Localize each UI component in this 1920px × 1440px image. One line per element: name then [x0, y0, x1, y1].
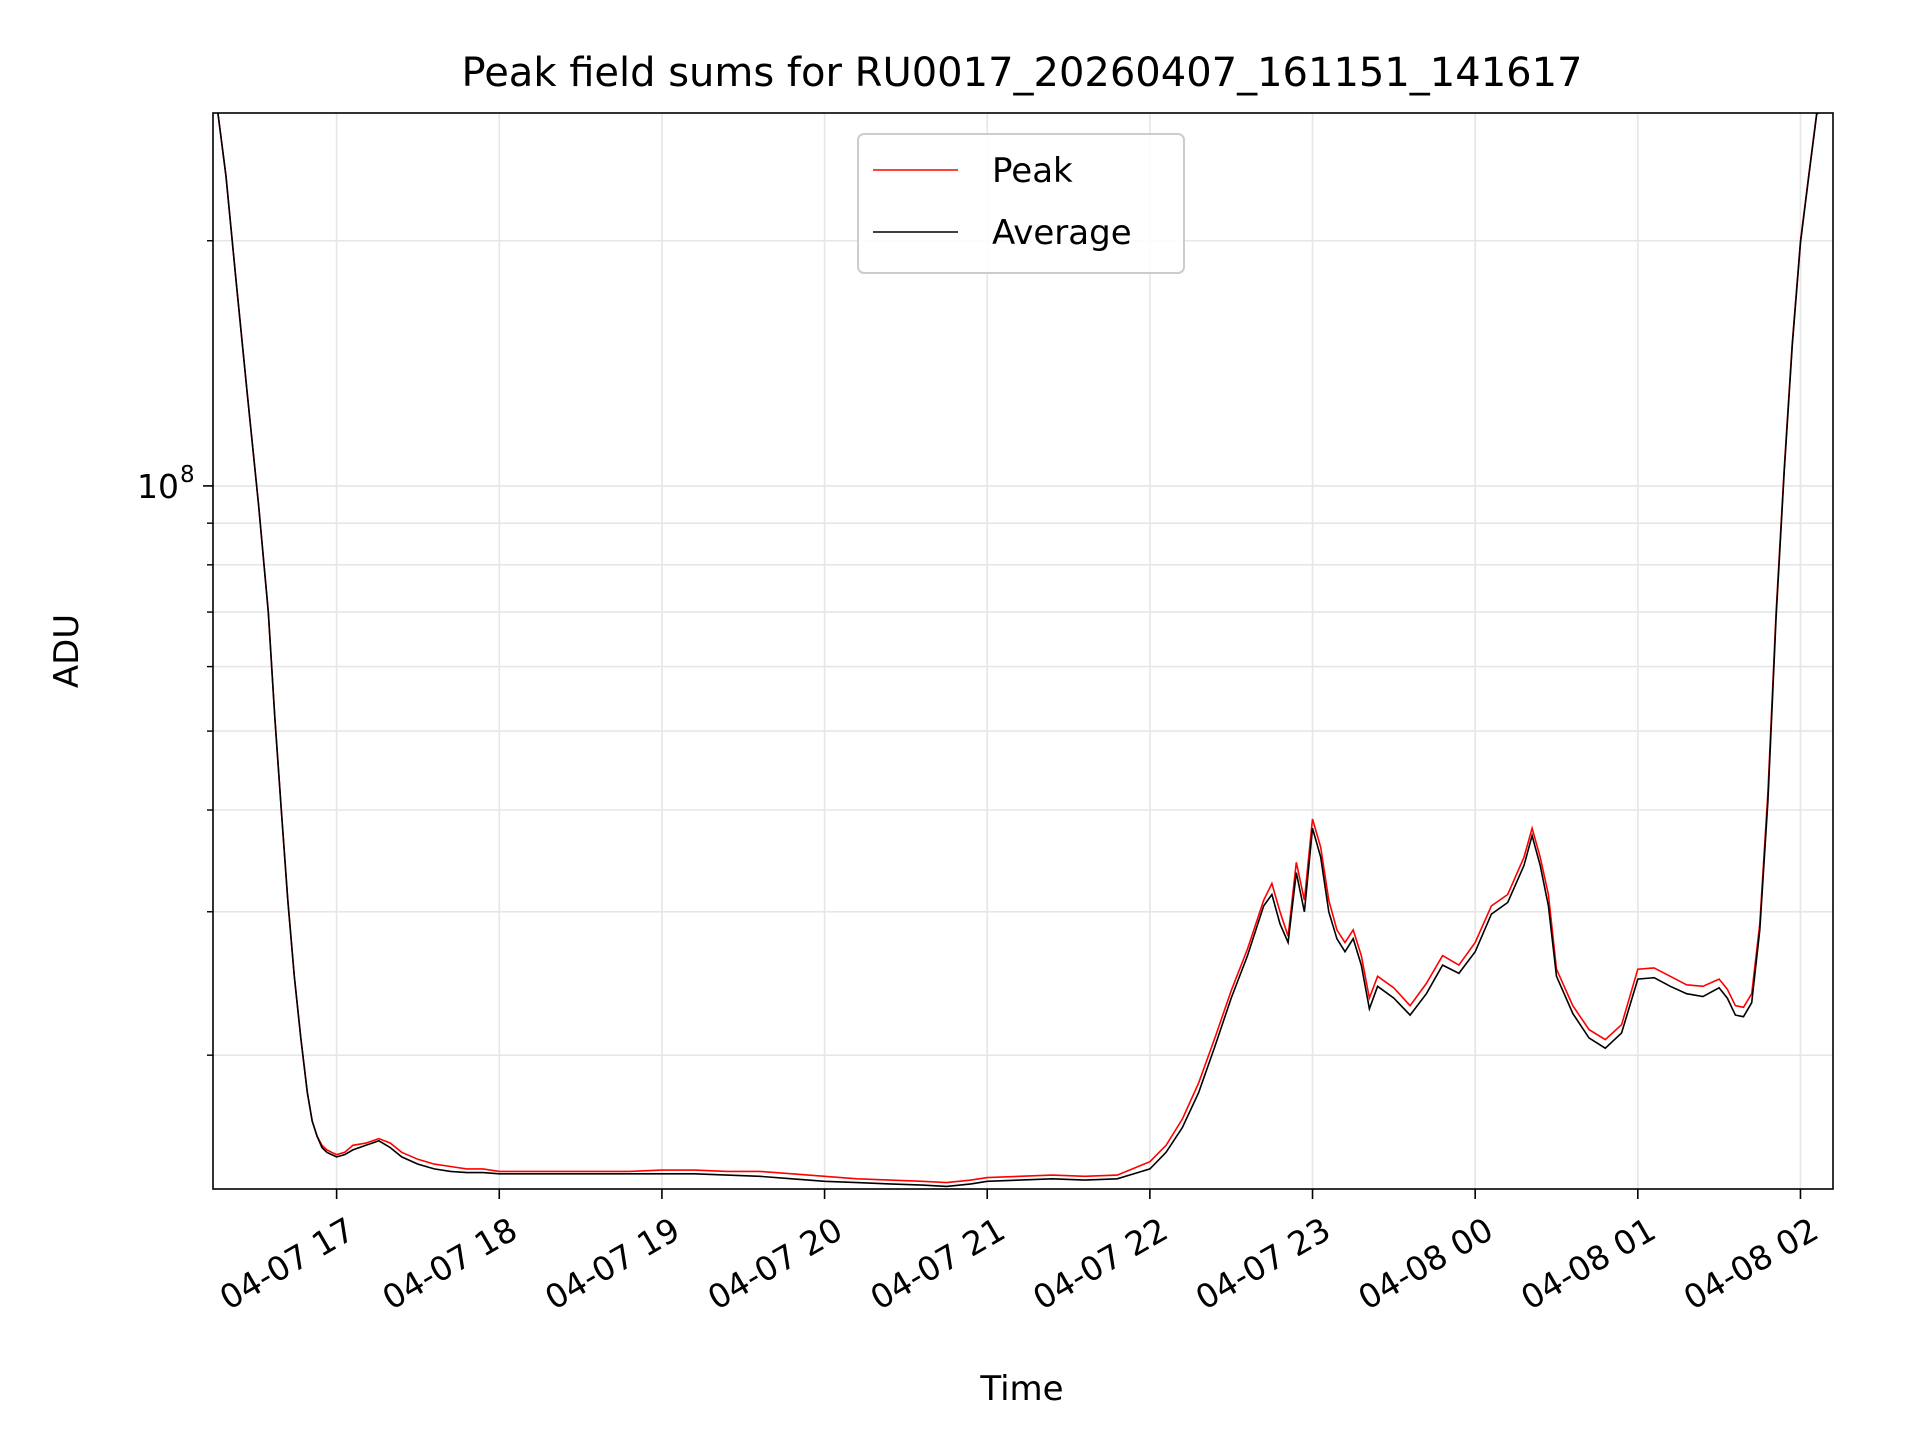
axes-frame — [212, 112, 1834, 1190]
y-axis-ticks: 10 8 — [137, 240, 213, 1056]
y-tick-label: 10 — [137, 467, 179, 506]
legend-box — [857, 133, 1185, 274]
y-axis-label: ADU — [47, 614, 87, 688]
chart-title: Peak field sums for RU0017_20260407_1611… — [462, 50, 1583, 96]
series-line-peak — [217, 113, 1819, 1184]
y-tick-label-exponent: 8 — [180, 462, 195, 488]
x-axis-label: Time — [979, 1369, 1063, 1409]
legend-label-average: Average — [992, 213, 1132, 253]
plot-area — [217, 113, 1820, 1188]
grid — [213, 113, 1833, 1189]
legend: Peak Average — [857, 133, 1185, 274]
legend-label-peak: Peak — [992, 151, 1073, 191]
series-line-average — [217, 113, 1820, 1188]
